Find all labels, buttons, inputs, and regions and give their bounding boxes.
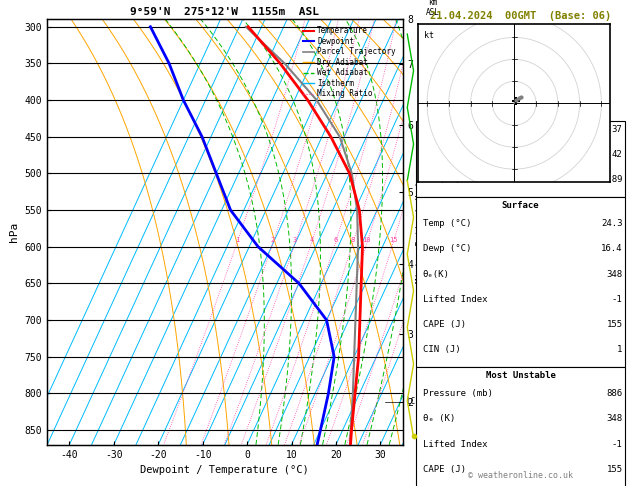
Text: Dewp (°C): Dewp (°C) bbox=[423, 244, 471, 253]
Text: K: K bbox=[423, 125, 428, 134]
Text: 8: 8 bbox=[351, 237, 355, 243]
Text: 155: 155 bbox=[606, 320, 623, 329]
Text: 4: 4 bbox=[309, 237, 314, 243]
Text: CIN (J): CIN (J) bbox=[423, 346, 460, 354]
Text: 2: 2 bbox=[270, 237, 275, 243]
Text: 3: 3 bbox=[293, 237, 298, 243]
Text: 21.04.2024  00GMT  (Base: 06): 21.04.2024 00GMT (Base: 06) bbox=[430, 11, 611, 21]
Text: 1: 1 bbox=[235, 237, 239, 243]
Y-axis label: Mixing Ratio (g/kg): Mixing Ratio (g/kg) bbox=[416, 181, 425, 283]
Text: Temp (°C): Temp (°C) bbox=[423, 219, 471, 228]
Text: Lifted Index: Lifted Index bbox=[423, 295, 487, 304]
Text: 6: 6 bbox=[333, 237, 338, 243]
Text: km
ASL: km ASL bbox=[426, 0, 440, 17]
Text: © weatheronline.co.uk: © weatheronline.co.uk bbox=[468, 471, 573, 480]
Text: θₑ (K): θₑ (K) bbox=[423, 415, 455, 423]
Text: Surface: Surface bbox=[502, 201, 539, 210]
Text: 37: 37 bbox=[612, 125, 623, 134]
Text: LCL: LCL bbox=[406, 398, 420, 406]
Text: Totals Totals: Totals Totals bbox=[423, 150, 493, 159]
Text: 16.4: 16.4 bbox=[601, 244, 623, 253]
Text: 2.89: 2.89 bbox=[601, 175, 623, 184]
Bar bbox=[416, 197, 625, 367]
Text: θₑ(K): θₑ(K) bbox=[423, 270, 450, 278]
Text: 348: 348 bbox=[606, 270, 623, 278]
Text: CAPE (J): CAPE (J) bbox=[423, 320, 466, 329]
Text: PW (cm): PW (cm) bbox=[423, 175, 460, 184]
Text: 155: 155 bbox=[606, 465, 623, 474]
Title: 9°59'N  275°12'W  1155m  ASL: 9°59'N 275°12'W 1155m ASL bbox=[130, 7, 320, 17]
Text: 24.3: 24.3 bbox=[601, 219, 623, 228]
Bar bbox=[416, 121, 625, 197]
Text: CAPE (J): CAPE (J) bbox=[423, 465, 466, 474]
Text: Pressure (mb): Pressure (mb) bbox=[423, 389, 493, 398]
Text: 10: 10 bbox=[362, 237, 371, 243]
Y-axis label: hPa: hPa bbox=[9, 222, 19, 242]
Text: kt: kt bbox=[424, 31, 434, 40]
Text: -1: -1 bbox=[612, 295, 623, 304]
Text: Most Unstable: Most Unstable bbox=[486, 371, 555, 380]
Text: -1: -1 bbox=[612, 440, 623, 449]
Text: 886: 886 bbox=[606, 389, 623, 398]
X-axis label: Dewpoint / Temperature (°C): Dewpoint / Temperature (°C) bbox=[140, 465, 309, 475]
Text: 42: 42 bbox=[612, 150, 623, 159]
Text: 1: 1 bbox=[617, 346, 623, 354]
Text: Lifted Index: Lifted Index bbox=[423, 440, 487, 449]
Text: 15: 15 bbox=[389, 237, 398, 243]
Bar bbox=[416, 367, 625, 486]
Text: 348: 348 bbox=[606, 415, 623, 423]
Legend: Temperature, Dewpoint, Parcel Trajectory, Dry Adiabat, Wet Adiabat, Isotherm, Mi: Temperature, Dewpoint, Parcel Trajectory… bbox=[299, 23, 399, 102]
